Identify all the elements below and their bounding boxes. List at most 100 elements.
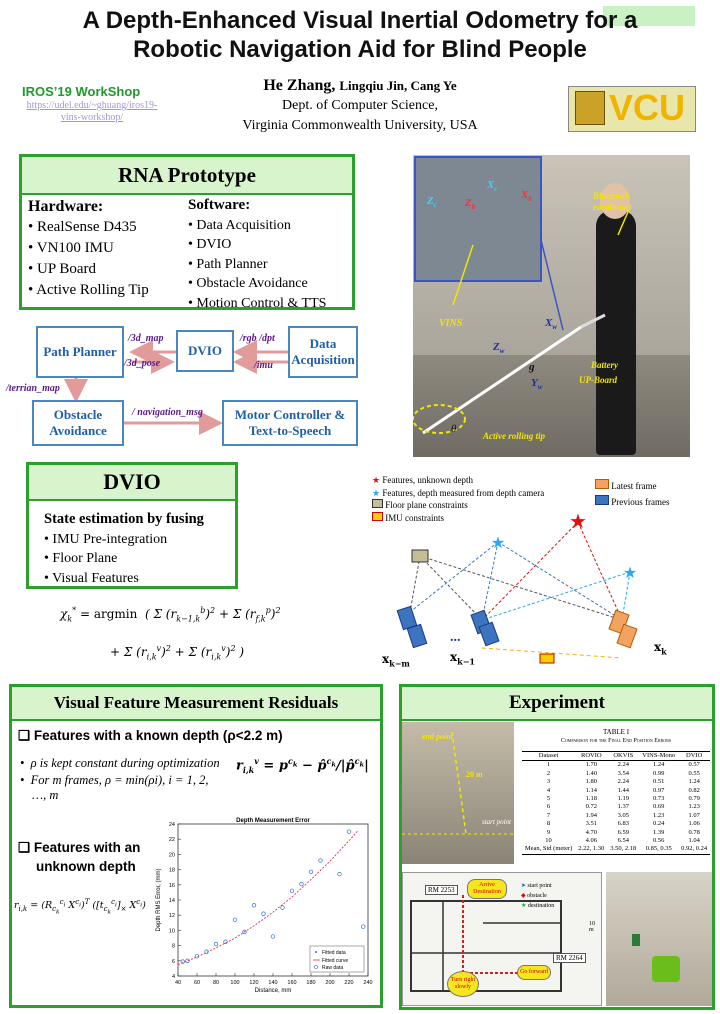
label-yw: Yw xyxy=(531,377,543,392)
dvio-subtitle: State estimation by fusing xyxy=(44,511,204,527)
legend-previous-frames: Previous frames xyxy=(595,494,670,510)
title-line-2: Robotic Navigation Aid for Blind People xyxy=(133,36,587,63)
edge-label-3d-map: /3d_map xyxy=(128,333,164,344)
first-author: He Zhang, xyxy=(263,77,336,94)
unknown-depth-equation: ri,k = (Rckci Xci)T ([tckci]× Xci) xyxy=(14,898,146,916)
table-row: 1 1.70 2.24 1.24 0.57 xyxy=(522,761,710,770)
latest-frame-icon xyxy=(595,479,609,489)
list-item: • VN100 IMU xyxy=(28,240,114,256)
table-cell: 4 xyxy=(546,786,551,794)
table-cell: 4.06 xyxy=(585,837,597,845)
y-tick-label: 18 xyxy=(169,868,175,874)
known-depth-equation: ri,kv = pck − p̂ck/|p̂ck| xyxy=(236,756,369,775)
label-xc: Xc xyxy=(487,179,498,194)
svg-text:★: ★ xyxy=(491,535,505,552)
legend-fitted-data: Fitted data xyxy=(322,950,346,956)
raw-data-point xyxy=(308,869,314,875)
label-xk-m: xk−m xyxy=(382,652,410,669)
label-dots: ... xyxy=(450,630,461,645)
path-planner-node: Path Planner xyxy=(36,326,124,378)
table-cell: 0.69 xyxy=(653,803,665,811)
workshop-link[interactable]: https://udel.edu/~ghuang/iros19- vins-wo… xyxy=(22,100,162,124)
table-cell: 0.73 xyxy=(653,795,665,803)
y-tick-label: 24 xyxy=(169,822,175,828)
table-row: 3 1.80 2.24 0.51 1.24 xyxy=(522,778,710,786)
workshop-link-line-1[interactable]: https://udel.edu/~ghuang/iros19- xyxy=(26,100,158,111)
edge-label-navigation-msg: / navigation_msg xyxy=(132,407,203,418)
list-item: • Path Planner xyxy=(188,256,268,272)
y-tick-label: 14 xyxy=(169,898,175,904)
table-cell: 6 xyxy=(546,803,551,811)
table-cell: 0.56 xyxy=(653,837,665,845)
raw-data-point xyxy=(337,872,342,877)
list-item: • For m frames, ρ = min(ρi), i = 1, 2, …… xyxy=(20,773,209,802)
list-item: • Visual Features xyxy=(44,570,139,586)
residuals-title: Visual Feature Measurement Residuals xyxy=(10,685,382,721)
cost-function-equation: χk* = argmin ( Σ (rk−1,kb)2 + Σ (rf,kp)2… xyxy=(60,596,380,678)
floor-map-lines xyxy=(410,895,562,992)
table-row: Mean, Std (meter) 2.22, 1.30 3.50, 2.18 0.8… xyxy=(521,845,711,855)
trash-bin xyxy=(632,934,640,946)
label-rolling-tip: Active rolling tip xyxy=(483,431,545,441)
raw-data-point xyxy=(270,934,276,939)
table-cell: 1.06 xyxy=(688,820,700,828)
map-legend: ➤ start point ◆ obstacle ★ destination xyxy=(521,881,554,911)
affiliation-dept: Dept. of Computer Science, xyxy=(282,98,438,113)
table-cell: 4.70 xyxy=(585,828,597,836)
end-point-label: end point xyxy=(422,732,453,741)
raw-data-point xyxy=(289,888,295,894)
y-tick-label: 4 xyxy=(172,974,175,980)
table-cell: 0.82 xyxy=(688,786,700,794)
raw-data-point xyxy=(232,917,238,922)
corridor-photo xyxy=(606,872,712,1006)
raw-data-point xyxy=(280,905,285,910)
workshop-link-line-2[interactable]: vins-workshop/ xyxy=(60,112,124,123)
table-cell: 1.94 xyxy=(585,811,597,819)
table-cell: 1.18 xyxy=(585,795,597,803)
label-xk-1: xk−1 xyxy=(450,650,475,667)
raw-data-point xyxy=(213,941,219,947)
label-xb: Xb xyxy=(521,189,532,204)
list-item: • ρ is kept constant during optimization xyxy=(20,756,220,770)
hardware-title: Hardware: xyxy=(28,198,104,215)
table-cell: 1.23 xyxy=(688,803,700,811)
co-authors: Lingqiu Jin, Cang Ye xyxy=(339,78,457,93)
x-tick-label: 100 xyxy=(230,980,239,986)
chart-legend xyxy=(309,945,365,973)
table-cell: 1.07 xyxy=(688,811,700,819)
map-rm2253: RM 2253 xyxy=(425,885,458,895)
author-names: He Zhang, Lingqiu Jin, Cang Ye xyxy=(200,76,520,96)
vcu-logo: VCU xyxy=(568,86,696,132)
workshop-label: IROS’19 WorkShop xyxy=(22,84,141,99)
x-tick-label: 80 xyxy=(213,980,219,986)
label-zb: Zb xyxy=(465,197,476,212)
table-cell: 1.70 xyxy=(585,761,597,769)
distance-label: 20 m xyxy=(466,770,483,779)
dvio-node: DVIO xyxy=(176,330,234,372)
y-tick-label: 10 xyxy=(169,928,175,934)
label-vins: VINS xyxy=(439,318,463,329)
table-cell: 1.04 xyxy=(688,837,700,845)
table-cell: 0.99 xyxy=(653,769,665,777)
legend-blue-star: ★ Features, depth measured from depth ca… xyxy=(372,487,545,498)
person-figure xyxy=(596,210,636,455)
edge-label-rgb-dpt: /rgb /dpt xyxy=(240,333,275,344)
table-header-cell: OKVIS xyxy=(613,752,634,759)
label-bluetooth: Bluetooth earphone xyxy=(593,191,630,212)
table-cell: 0.97 xyxy=(653,786,665,794)
raw-data-point xyxy=(223,939,228,944)
table-cell: 2 xyxy=(546,769,551,777)
table-cell: 3 xyxy=(546,778,551,786)
table-header-cell: ROVIO xyxy=(581,752,602,759)
svg-text:★: ★ xyxy=(623,565,637,582)
legend-red-star: ★ Features, unknown depth xyxy=(372,475,474,485)
edge-label-terrian-map: /terrian_map xyxy=(6,383,60,394)
map-rm2264: RM 2264 xyxy=(553,953,586,963)
x-tick-label: 180 xyxy=(306,980,315,986)
table-cell: 1.37 xyxy=(617,803,629,811)
label-theta: θ xyxy=(451,423,457,435)
photo-floor xyxy=(413,355,690,457)
table-body: 1 1.70 2.24 1.24 0.57 2 1.40 3.54 0.99 0.55 3 1.80 2… xyxy=(521,761,711,855)
unknown-depth-heading: ❑ Features with an unknown depth xyxy=(18,838,140,876)
floor-map: RM 2253 Arrive Destination ➤ start point… xyxy=(402,872,602,1006)
